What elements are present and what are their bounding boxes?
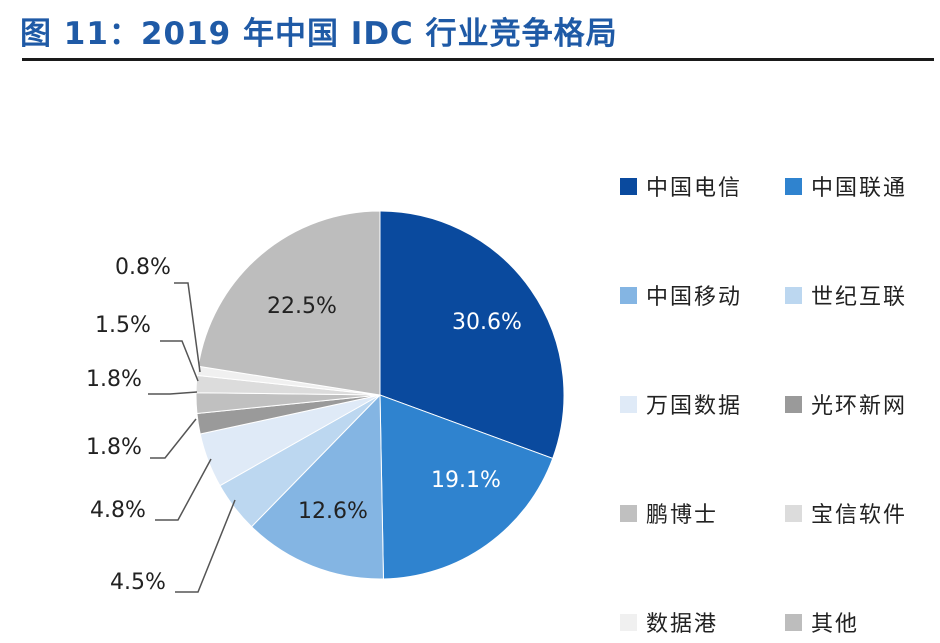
legend-swatch bbox=[785, 395, 802, 413]
legend-swatch bbox=[785, 504, 802, 522]
slice-label-4: 4.5% bbox=[110, 570, 166, 595]
legend-item-1: 中国电信 bbox=[620, 170, 742, 202]
legend-item-4: 世纪互联 bbox=[785, 279, 907, 311]
legend-item-10: 其他 bbox=[785, 606, 859, 638]
legend-label: 鹏博士 bbox=[646, 503, 719, 528]
legend-item-9: 数据港 bbox=[620, 606, 718, 638]
legend-swatch bbox=[785, 613, 802, 631]
pie-slice-10 bbox=[197, 210, 381, 396]
legend-label: 世纪互联 bbox=[811, 285, 908, 310]
legend-label: 万国数据 bbox=[646, 394, 743, 419]
legend-label: 中国电信 bbox=[646, 176, 743, 201]
legend-swatch bbox=[620, 395, 637, 413]
legend-item-2: 中国联通 bbox=[785, 170, 907, 202]
legend-item-6: 光环新网 bbox=[785, 388, 907, 420]
leader-line-7 bbox=[148, 391, 198, 395]
slice-label-3: 12.6% bbox=[298, 499, 368, 524]
pie-slice-2 bbox=[379, 394, 554, 580]
legend-item-7: 鹏博士 bbox=[620, 497, 718, 529]
legend-swatch bbox=[785, 177, 802, 195]
pie-slice-1 bbox=[379, 210, 565, 460]
leader-line-4 bbox=[175, 499, 236, 593]
leader-line-5 bbox=[155, 458, 212, 521]
legend-swatch bbox=[620, 177, 637, 195]
legend-swatch bbox=[620, 613, 637, 631]
legend-item-3: 中国移动 bbox=[620, 279, 742, 311]
slice-label-7: 1.8% bbox=[86, 367, 142, 392]
pie-slice-3 bbox=[250, 393, 384, 580]
slice-label-10: 22.5% bbox=[267, 294, 337, 319]
slice-label-8: 1.5% bbox=[95, 313, 151, 338]
legend-label: 中国联通 bbox=[811, 176, 908, 201]
chart-title: 图 11：2019 年中国 IDC 行业竞争格局 bbox=[20, 16, 618, 52]
legend-label: 数据港 bbox=[646, 612, 719, 637]
legend-label: 其他 bbox=[811, 612, 860, 637]
legend-label: 中国移动 bbox=[646, 285, 743, 310]
title-divider bbox=[22, 58, 934, 61]
slice-label-6: 1.8% bbox=[86, 435, 142, 460]
legend-swatch bbox=[620, 286, 637, 304]
leader-line-9 bbox=[174, 282, 201, 373]
slice-label-2: 19.1% bbox=[431, 468, 501, 493]
slice-label-5: 4.8% bbox=[90, 498, 146, 523]
legend-label: 宝信软件 bbox=[811, 503, 908, 528]
legend-item-5: 万国数据 bbox=[620, 388, 742, 420]
leader-line-8 bbox=[160, 340, 199, 382]
legend-item-8: 宝信软件 bbox=[785, 497, 907, 529]
slice-label-1: 30.6% bbox=[452, 310, 522, 335]
legend-swatch bbox=[620, 504, 637, 522]
slice-label-9: 0.8% bbox=[115, 255, 171, 280]
legend-label: 光环新网 bbox=[811, 394, 908, 419]
leader-line-6 bbox=[150, 418, 197, 459]
legend-swatch bbox=[785, 286, 802, 304]
